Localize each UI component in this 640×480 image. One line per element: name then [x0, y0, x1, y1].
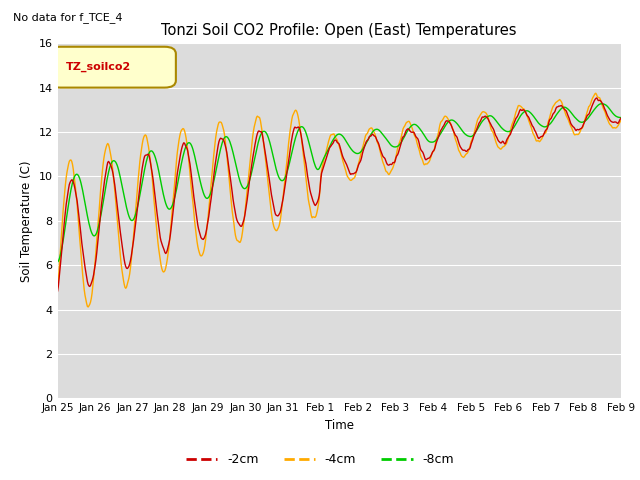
- Text: No data for f_TCE_4: No data for f_TCE_4: [13, 12, 122, 23]
- Y-axis label: Soil Temperature (C): Soil Temperature (C): [20, 160, 33, 282]
- Legend: -2cm, -4cm, -8cm: -2cm, -4cm, -8cm: [181, 448, 459, 471]
- Text: TZ_soilco2: TZ_soilco2: [66, 62, 131, 72]
- X-axis label: Time: Time: [324, 419, 354, 432]
- FancyBboxPatch shape: [49, 47, 176, 87]
- Title: Tonzi Soil CO2 Profile: Open (East) Temperatures: Tonzi Soil CO2 Profile: Open (East) Temp…: [161, 23, 517, 38]
